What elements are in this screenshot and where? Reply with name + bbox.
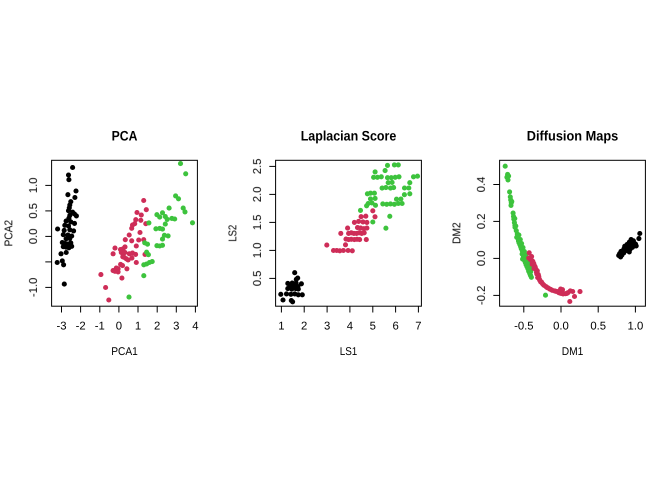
svg-text:2.0: 2.0 — [252, 187, 264, 203]
svg-text:Laplacian Score: Laplacian Score — [301, 129, 397, 144]
svg-text:LS2: LS2 — [228, 225, 240, 242]
svg-text:-1.0: -1.0 — [28, 278, 40, 297]
svg-text:LS1: LS1 — [340, 346, 358, 358]
svg-text:7: 7 — [415, 321, 421, 333]
svg-text:1.5: 1.5 — [252, 215, 264, 231]
svg-text:1.0: 1.0 — [28, 178, 40, 194]
svg-text:1.0: 1.0 — [628, 321, 644, 333]
svg-text:Diffusion Maps: Diffusion Maps — [527, 129, 619, 144]
svg-text:2.5: 2.5 — [252, 159, 264, 175]
svg-text:PCA: PCA — [112, 129, 138, 144]
svg-text:PCA1: PCA1 — [111, 346, 138, 358]
svg-text:4: 4 — [192, 321, 198, 333]
svg-text:0.0: 0.0 — [553, 321, 569, 333]
svg-text:-2: -2 — [76, 321, 86, 333]
svg-text:-3: -3 — [56, 321, 66, 333]
svg-text:1: 1 — [278, 321, 284, 333]
svg-text:0.5: 0.5 — [590, 321, 606, 333]
svg-text:3: 3 — [324, 321, 330, 333]
svg-text:DM2: DM2 — [452, 222, 464, 244]
svg-text:-1: -1 — [95, 321, 105, 333]
svg-text:1.0: 1.0 — [252, 243, 264, 259]
svg-text:3: 3 — [173, 321, 179, 333]
svg-text:0: 0 — [116, 321, 122, 333]
svg-text:6: 6 — [392, 321, 398, 333]
svg-text:2: 2 — [154, 321, 160, 333]
svg-text:DM1: DM1 — [562, 346, 584, 358]
svg-text:PCA2: PCA2 — [4, 220, 16, 247]
svg-text:1: 1 — [135, 321, 141, 333]
svg-text:5: 5 — [370, 321, 376, 333]
svg-text:0.4: 0.4 — [476, 177, 488, 193]
svg-text:0.5: 0.5 — [252, 271, 264, 287]
svg-text:0.5: 0.5 — [28, 203, 40, 219]
svg-text:0.0: 0.0 — [476, 251, 488, 267]
svg-text:0.0: 0.0 — [28, 229, 40, 245]
svg-text:-0.5: -0.5 — [514, 321, 533, 333]
svg-text:2: 2 — [301, 321, 307, 333]
svg-text:0.2: 0.2 — [476, 214, 488, 230]
svg-text:4: 4 — [347, 321, 353, 333]
svg-text:-0.2: -0.2 — [476, 286, 488, 305]
